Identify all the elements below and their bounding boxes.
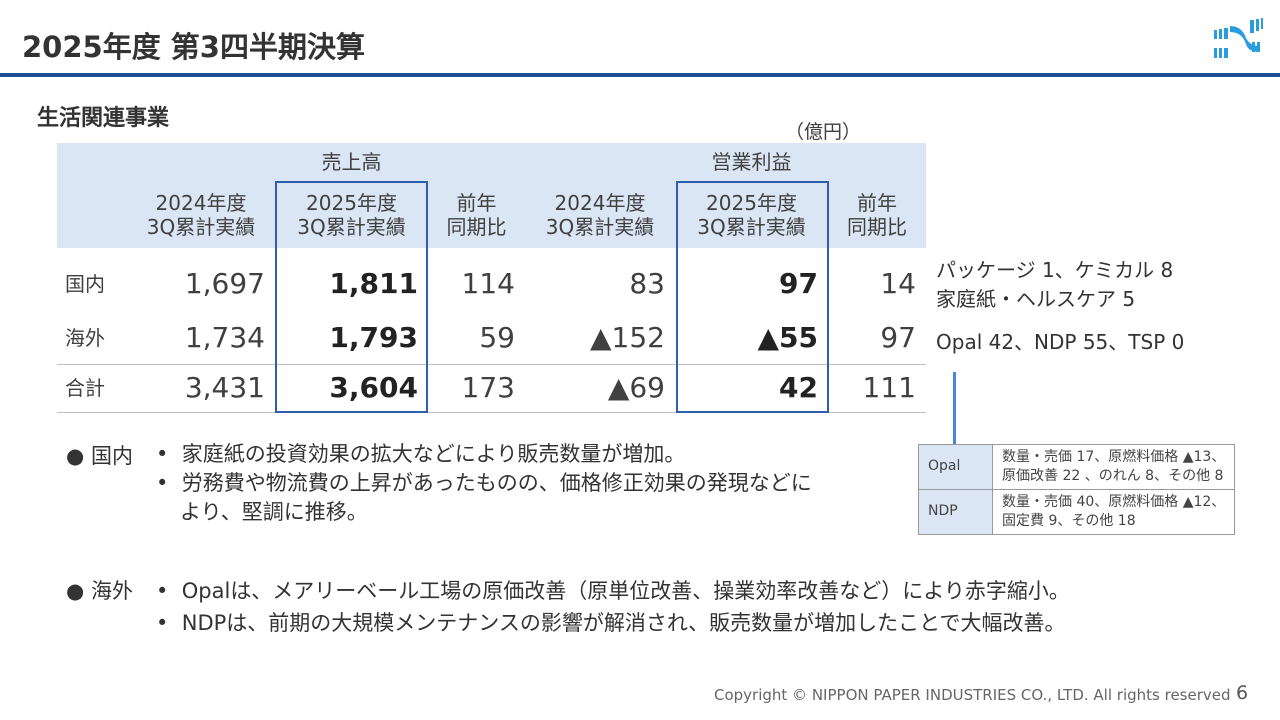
bullet-item: • NDPは、前期の大規模メンテナンスの影響が解消され、販売数量が増加したことで… (156, 611, 1066, 635)
table-cell: 1,811 (329, 267, 418, 301)
group-operating-profit: 営業利益 (711, 150, 792, 174)
row-divider (57, 412, 926, 413)
title-divider (0, 73, 1280, 77)
commentary-overseas: • Opalは、メアリーベール工場の原価改善（原単位改善、操業効率改善など）によ… (156, 575, 1070, 639)
breakdown-line: 原価改善 22 、のれん 8、その他 8 (1002, 467, 1224, 484)
note-domestic-1: パッケージ 1、ケミカル 8 (936, 258, 1174, 282)
slide-title: 2025年度 第3四半期決算 (22, 30, 365, 64)
table-cell: 83 (629, 267, 665, 301)
table-cell: 173 (461, 371, 515, 405)
note-overseas: Opal 42、NDP 55、TSP 0 (936, 330, 1185, 354)
copyright: Copyright © NIPPON PAPER INDUSTRIES CO.,… (714, 686, 1231, 704)
column-header: 2025年度 3Q累計実績 (697, 191, 806, 239)
breakdown-line: 固定費 9、その他 18 (1002, 512, 1136, 529)
breakdown-key: Opal (918, 444, 993, 490)
table-header-bg (57, 143, 926, 248)
table-cell: 1,734 (184, 321, 265, 355)
column-header: 前年 同期比 (446, 191, 507, 239)
breakdown-row: NDP 数量・売価 40、原燃料価格 ▲12、 固定費 9、その他 18 (918, 488, 1236, 535)
overseas-breakdown-table: Opal 数量・売価 17、原燃料価格 ▲13、 原価改善 22 、のれん 8、その… (918, 444, 1236, 535)
table-cell: ▲152 (590, 321, 665, 355)
table-cell: 14 (880, 267, 916, 301)
row-divider (57, 364, 926, 365)
table-cell: 111 (862, 371, 916, 405)
breakdown-key: NDP (918, 488, 993, 535)
column-header: 2024年度 3Q累計実績 (146, 191, 256, 239)
row-label: 合計 (65, 376, 105, 400)
column-header: 2025年度 3Q累計実績 (297, 191, 406, 239)
commentary-domestic-label: ● 国内 (66, 444, 133, 468)
group-sales: 売上高 (321, 150, 382, 174)
table-cell: ▲55 (757, 321, 819, 355)
bullet-item: • Opalは、メアリーベール工場の原価改善（原単位改善、操業効率改善など）によ… (156, 579, 1070, 603)
breakdown-line: 数量・売価 40、原燃料価格 ▲12、 (1002, 493, 1226, 510)
bullet-item: • 労務費や物流費の上昇があったものの、価格修正効果の発現などに より、堅調に推… (156, 471, 812, 524)
column-header: 前年 同期比 (847, 191, 907, 239)
row-label: 海外 (65, 326, 105, 350)
company-logo-icon (1214, 18, 1263, 58)
table-cell: 1,697 (184, 267, 265, 301)
breakdown-line: 数量・売価 17、原燃料価格 ▲13、 (1002, 449, 1226, 465)
table-cell: 114 (461, 267, 515, 301)
unit-label: （億円） (785, 121, 862, 143)
bullet-item: • 家庭紙の投資効果の拡大などにより販売数量が増加。 (156, 442, 686, 466)
note-domestic-2: 家庭紙・ヘルスケア 5 (936, 287, 1136, 311)
commentary-overseas-label: ● 海外 (66, 579, 133, 603)
page-number: 6 (1236, 682, 1249, 704)
table-cell: 97 (880, 321, 916, 355)
table-cell: 3,604 (329, 371, 418, 405)
commentary-domestic: • 家庭紙の投資効果の拡大などにより販売数量が増加。 • 労務費や物流費の上昇が… (156, 440, 812, 527)
table-cell: 97 (779, 267, 818, 301)
table-cell: ▲69 (607, 371, 665, 405)
highlight-profit-2025 (676, 181, 829, 413)
table-cell: 42 (779, 371, 818, 405)
row-label: 国内 (65, 272, 105, 296)
side-notes: パッケージ 1、ケミカル 8 家庭紙・ヘルスケア 5 Opal 42、NDP 5… (936, 256, 1184, 357)
table-cell: 1,793 (329, 321, 418, 355)
connector-line (953, 372, 956, 444)
column-header: 2024年度 3Q累計実績 (545, 191, 655, 239)
table-cell: 3,431 (184, 371, 265, 405)
section-title: 生活関連事業 (37, 106, 170, 131)
breakdown-row: Opal 数量・売価 17、原燃料価格 ▲13、 原価改善 22 、のれん 8、その… (918, 444, 1236, 490)
table-cell: 59 (479, 321, 515, 355)
highlight-sales-2025 (275, 181, 428, 413)
